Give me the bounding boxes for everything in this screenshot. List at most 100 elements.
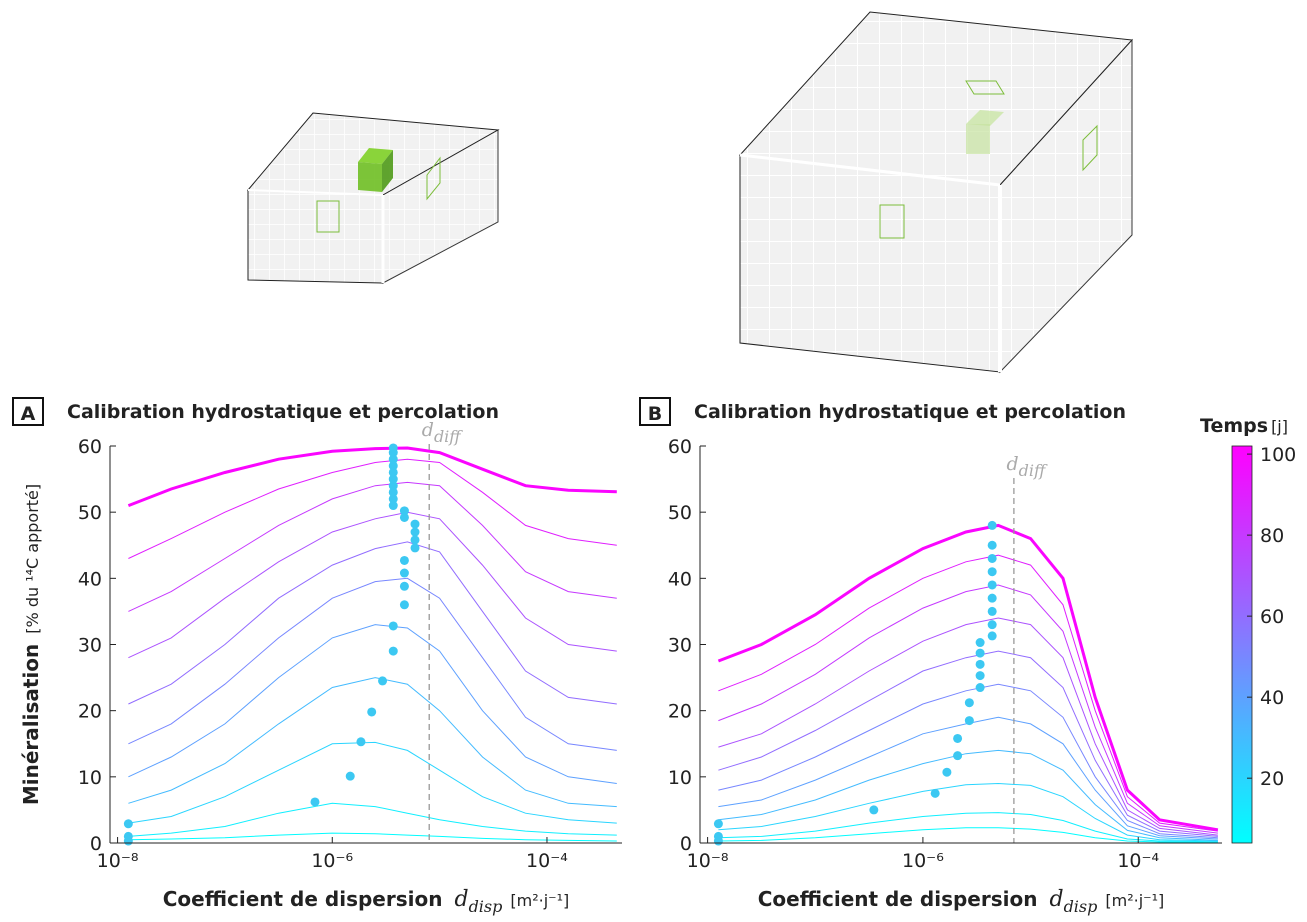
- maximum-dot: [399, 581, 409, 591]
- y-tick-label: 40: [668, 568, 692, 590]
- x-label-symbol: d: [454, 887, 468, 912]
- series-line: [128, 577, 617, 751]
- x-tick-label: 10⁻⁸: [97, 850, 139, 872]
- maximum-dot: [388, 454, 398, 464]
- y-tick-label: 20: [78, 701, 102, 723]
- y-label-unit: [% du ¹⁴C apporté]: [23, 484, 42, 634]
- x-label-text: Coefficient de dispersion: [163, 887, 443, 911]
- x-label-unit: [m²·j⁻¹]: [1105, 891, 1164, 910]
- y-tick-label: 10: [78, 767, 102, 789]
- maximum-dot: [975, 671, 985, 681]
- colorbar-tick-label: 20: [1260, 768, 1284, 790]
- maximum-dot: [399, 600, 409, 610]
- maximum-dot: [964, 698, 974, 708]
- y-tick-label: 0: [90, 833, 102, 855]
- y-tick-label: 60: [78, 436, 102, 458]
- y-tick-label: 50: [78, 502, 102, 524]
- series-line: [128, 677, 617, 808]
- series-line: [128, 481, 617, 612]
- maximum-dot: [964, 716, 974, 726]
- y-tick-label: 30: [78, 635, 102, 657]
- colorbar-tick-label: 40: [1260, 687, 1284, 709]
- colorbar-tick-label: 100: [1260, 444, 1296, 466]
- maximum-dot: [388, 474, 398, 484]
- x-axis-label: Coefficient de dispersion ddisp [m²·j⁻¹]: [163, 887, 570, 916]
- maximum-dot: [388, 487, 398, 497]
- maximum-dot: [987, 520, 997, 530]
- maximum-dot: [399, 512, 409, 522]
- colorbar: [1231, 445, 1253, 844]
- maximum-dot: [123, 819, 133, 829]
- maximum-dot: [713, 819, 723, 829]
- maximum-dot: [399, 568, 409, 578]
- maximum-dot: [388, 461, 398, 471]
- maximum-dot: [953, 733, 963, 743]
- maximum-dot: [388, 467, 398, 477]
- y-tick-label: 50: [668, 502, 692, 524]
- maximum-dot: [987, 631, 997, 641]
- series-line: [718, 683, 1218, 839]
- y-tick-label: 30: [668, 635, 692, 657]
- x-label-text: Coefficient de dispersion: [758, 887, 1038, 911]
- soil-box-large: [738, 11, 1134, 374]
- maximum-dot: [399, 555, 409, 565]
- series-line: [128, 832, 617, 842]
- panel: B Calibration hydrostatique et percolatio…: [639, 397, 1296, 916]
- colorbar-tick-label: 80: [1260, 525, 1284, 547]
- x-label-symbol: d: [1049, 887, 1063, 912]
- y-tick-label: 60: [668, 436, 692, 458]
- maximum-dot: [388, 494, 398, 504]
- colorbar-tick-label: 60: [1260, 606, 1284, 628]
- maximum-dot: [356, 737, 366, 747]
- maximum-dot: [345, 771, 355, 781]
- series-line: [128, 802, 617, 837]
- y-axis-label: Minéralisation [% du ¹⁴C apporté]: [19, 484, 43, 805]
- series-line: [128, 511, 617, 659]
- x-label-subscript: disp: [1064, 897, 1098, 916]
- maximum-dot: [388, 501, 398, 511]
- series-line: [717, 523, 1219, 832]
- maximum-dot: [987, 593, 997, 603]
- maximum-dot: [388, 621, 398, 631]
- maximum-dot: [388, 646, 398, 656]
- x-tick-label: 10⁻⁶: [902, 850, 944, 872]
- maximum-dot: [975, 638, 985, 648]
- maximum-dot: [123, 831, 133, 841]
- panel-letter: B: [648, 403, 662, 425]
- y-tick-label: 40: [78, 568, 102, 590]
- panel: A Calibration hydrostatique et percolatio…: [12, 397, 622, 916]
- y-tick-label: 20: [668, 701, 692, 723]
- series-line: [718, 782, 1218, 842]
- maximum-dot: [942, 767, 952, 777]
- annotation-subscript: diff: [434, 427, 463, 446]
- annotation-symbol: d: [1006, 453, 1018, 475]
- series-line: [718, 650, 1218, 837]
- x-tick-label: 10⁻⁶: [311, 850, 353, 872]
- chart-title: Calibration hydrostatique et percolation: [67, 401, 499, 423]
- series-line: [718, 554, 1218, 832]
- maximum-dot: [987, 580, 997, 590]
- maximum-dot: [953, 751, 963, 761]
- series-line: [718, 584, 1218, 834]
- series-line: [718, 716, 1218, 840]
- x-tick-label: 10⁻⁴: [1117, 850, 1159, 872]
- colorbar-title: Temps [j]: [1200, 415, 1288, 437]
- maximum-dot: [713, 831, 723, 841]
- series-line: [718, 749, 1218, 841]
- colorbar-label: Temps: [1200, 415, 1268, 437]
- series-line: [718, 617, 1218, 836]
- y-tick-label: 10: [668, 767, 692, 789]
- series-line: [127, 446, 617, 507]
- series-line: [128, 541, 617, 705]
- soil-box-small: [246, 112, 500, 284]
- maximum-dot: [975, 683, 985, 693]
- maximum-dot: [930, 788, 940, 798]
- maximum-dot: [388, 481, 398, 491]
- maximum-dot: [975, 659, 985, 669]
- x-label-subscript: disp: [469, 897, 503, 916]
- maximum-dot: [869, 805, 879, 815]
- annotation-label: ddiff: [1006, 453, 1048, 480]
- maximum-dot: [388, 443, 398, 453]
- y-label-text: Minéralisation: [19, 644, 43, 805]
- y-tick-label: 0: [680, 833, 692, 855]
